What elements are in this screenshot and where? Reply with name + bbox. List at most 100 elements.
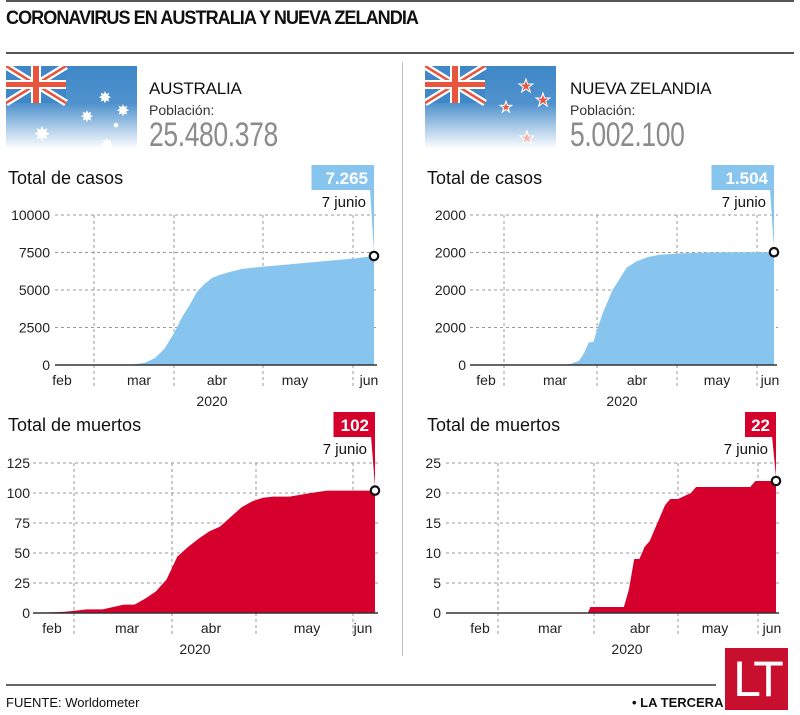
australia-flag-icon: ✸ ✸ ✸ ✸ ✸ ✸	[6, 66, 137, 149]
x-tick-label: abr	[627, 372, 648, 388]
x-tick-label: feb	[42, 620, 62, 636]
series-area	[55, 256, 374, 365]
source-note: FUENTE: Worldometer	[6, 695, 140, 710]
chart-title: Total de casos	[427, 168, 542, 188]
callout-date: 7 junio	[322, 194, 366, 211]
series-area	[33, 490, 375, 613]
svg-text:★: ★	[499, 98, 512, 116]
callout-date: 7 junio	[724, 441, 768, 458]
last-point-marker	[368, 250, 380, 262]
callout-box	[711, 165, 774, 190]
svg-text:✸: ✸	[116, 101, 129, 120]
callout-value: 1.504	[725, 169, 768, 188]
x-tick-label: may	[702, 620, 728, 636]
new-zealand-flag-icon: ★ ★ ★ ★	[425, 66, 556, 149]
x-tick-label: abr	[630, 620, 651, 636]
x-tick-label: feb	[52, 372, 72, 388]
callout-pointer	[371, 436, 375, 487]
y-tick-label: 5000	[19, 282, 50, 298]
la-tercera-logo: LT	[725, 648, 788, 710]
y-tick-label: 5	[433, 575, 441, 591]
chart-title: Total de casos	[8, 168, 123, 188]
y-tick-label: 0	[42, 357, 50, 373]
callout-date: 7 junio	[323, 441, 367, 458]
x-tick-label: jun	[353, 620, 373, 636]
last-point-marker	[770, 475, 782, 487]
callout-box	[311, 165, 374, 190]
y-tick-label: 7500	[19, 245, 50, 261]
au-cases-group: Total de casos 0 2500 5000 7500 10000 feb mar ab…	[8, 165, 380, 409]
x-tick-label: feb	[476, 372, 496, 388]
x-tick-label: jun	[760, 372, 780, 388]
callout-value: 102	[341, 416, 369, 435]
chart-title: Total de muertos	[8, 415, 141, 435]
callout-pointer	[770, 189, 774, 249]
svg-text:✸: ✸	[113, 121, 120, 130]
callout-pointer	[772, 436, 776, 477]
svg-text:★: ★	[518, 76, 534, 97]
population-value: 5.002.100	[570, 116, 685, 154]
svg-text:★: ★	[535, 90, 551, 111]
y-tick-label: 10000	[11, 207, 50, 223]
y-tick-label: 25	[14, 575, 30, 591]
y-tick-label: 50	[14, 545, 30, 561]
y-tick-label: 0	[433, 605, 441, 621]
country-name: AUSTRALIA	[149, 79, 242, 98]
y-tick-label: 15	[425, 515, 441, 531]
svg-text:✸: ✸	[100, 135, 113, 149]
x-axis-label: 2020	[606, 393, 637, 409]
callout-box	[745, 412, 776, 437]
x-tick-label: mar	[538, 620, 562, 636]
x-tick-label: jun	[359, 372, 379, 388]
callout-value: 22	[751, 416, 770, 435]
x-tick-label: abr	[207, 372, 228, 388]
y-tick-label: 2000	[435, 245, 466, 261]
x-axis-label: 2020	[611, 641, 642, 657]
x-tick-label: mar	[115, 620, 139, 636]
series-area	[446, 481, 776, 613]
x-tick-label: may	[294, 620, 320, 636]
y-tick-label: 10	[425, 545, 441, 561]
y-tick-label: 100	[7, 485, 31, 501]
au-deaths-group: Total de muertos 0 25 50 75 100 125 feb mar abr ma…	[7, 412, 381, 657]
callout-pointer	[370, 189, 374, 253]
country-name: NUEVA ZELANDIA	[570, 79, 712, 98]
callout-value: 7.265	[325, 169, 368, 188]
y-tick-label: 2000	[435, 282, 466, 298]
column-divider	[402, 62, 403, 656]
x-tick-label: abr	[201, 620, 222, 636]
x-tick-label: mar	[127, 372, 151, 388]
y-tick-label: 25	[425, 455, 441, 471]
y-tick-label: 20	[425, 485, 441, 501]
chart-title: Total de muertos	[427, 415, 560, 435]
svg-text:✸: ✸	[34, 122, 51, 146]
x-axis-label: 2020	[196, 393, 227, 409]
svg-text:✸: ✸	[98, 88, 111, 107]
population-value: 25.480.378	[149, 116, 278, 154]
x-tick-label: feb	[470, 620, 490, 636]
top-rule	[6, 0, 794, 2]
footer-rule	[6, 684, 716, 686]
brand-name: • LA TERCERA	[632, 695, 724, 710]
y-tick-label: 2000	[435, 320, 466, 336]
page-title: CORONAVIRUS EN AUSTRALIA Y NUEVA ZELANDI…	[6, 8, 419, 29]
nz-deaths-group: Total de muertos 0 5 10 15 20 25 feb mar abr may ju…	[425, 412, 781, 657]
x-tick-label: may	[282, 372, 308, 388]
last-point-marker	[369, 485, 381, 496]
x-tick-label: mar	[543, 372, 567, 388]
y-tick-label: 2500	[19, 320, 50, 336]
y-tick-label: 2000	[435, 207, 466, 223]
x-axis-label: 2020	[179, 641, 210, 657]
header-rule	[6, 52, 794, 54]
x-tick-label: may	[704, 372, 730, 388]
last-point-marker	[768, 246, 780, 258]
svg-text:★: ★	[519, 128, 535, 149]
series-area	[470, 252, 774, 365]
nz-cases-group: Total de casos 0 2000 2000 2000 2000 feb mar abr…	[427, 165, 779, 409]
y-tick-label: 125	[7, 455, 31, 471]
svg-text:✸: ✸	[80, 107, 93, 126]
y-tick-label: 0	[22, 605, 30, 621]
y-tick-label: 75	[14, 515, 30, 531]
x-tick-label: jun	[762, 620, 782, 636]
